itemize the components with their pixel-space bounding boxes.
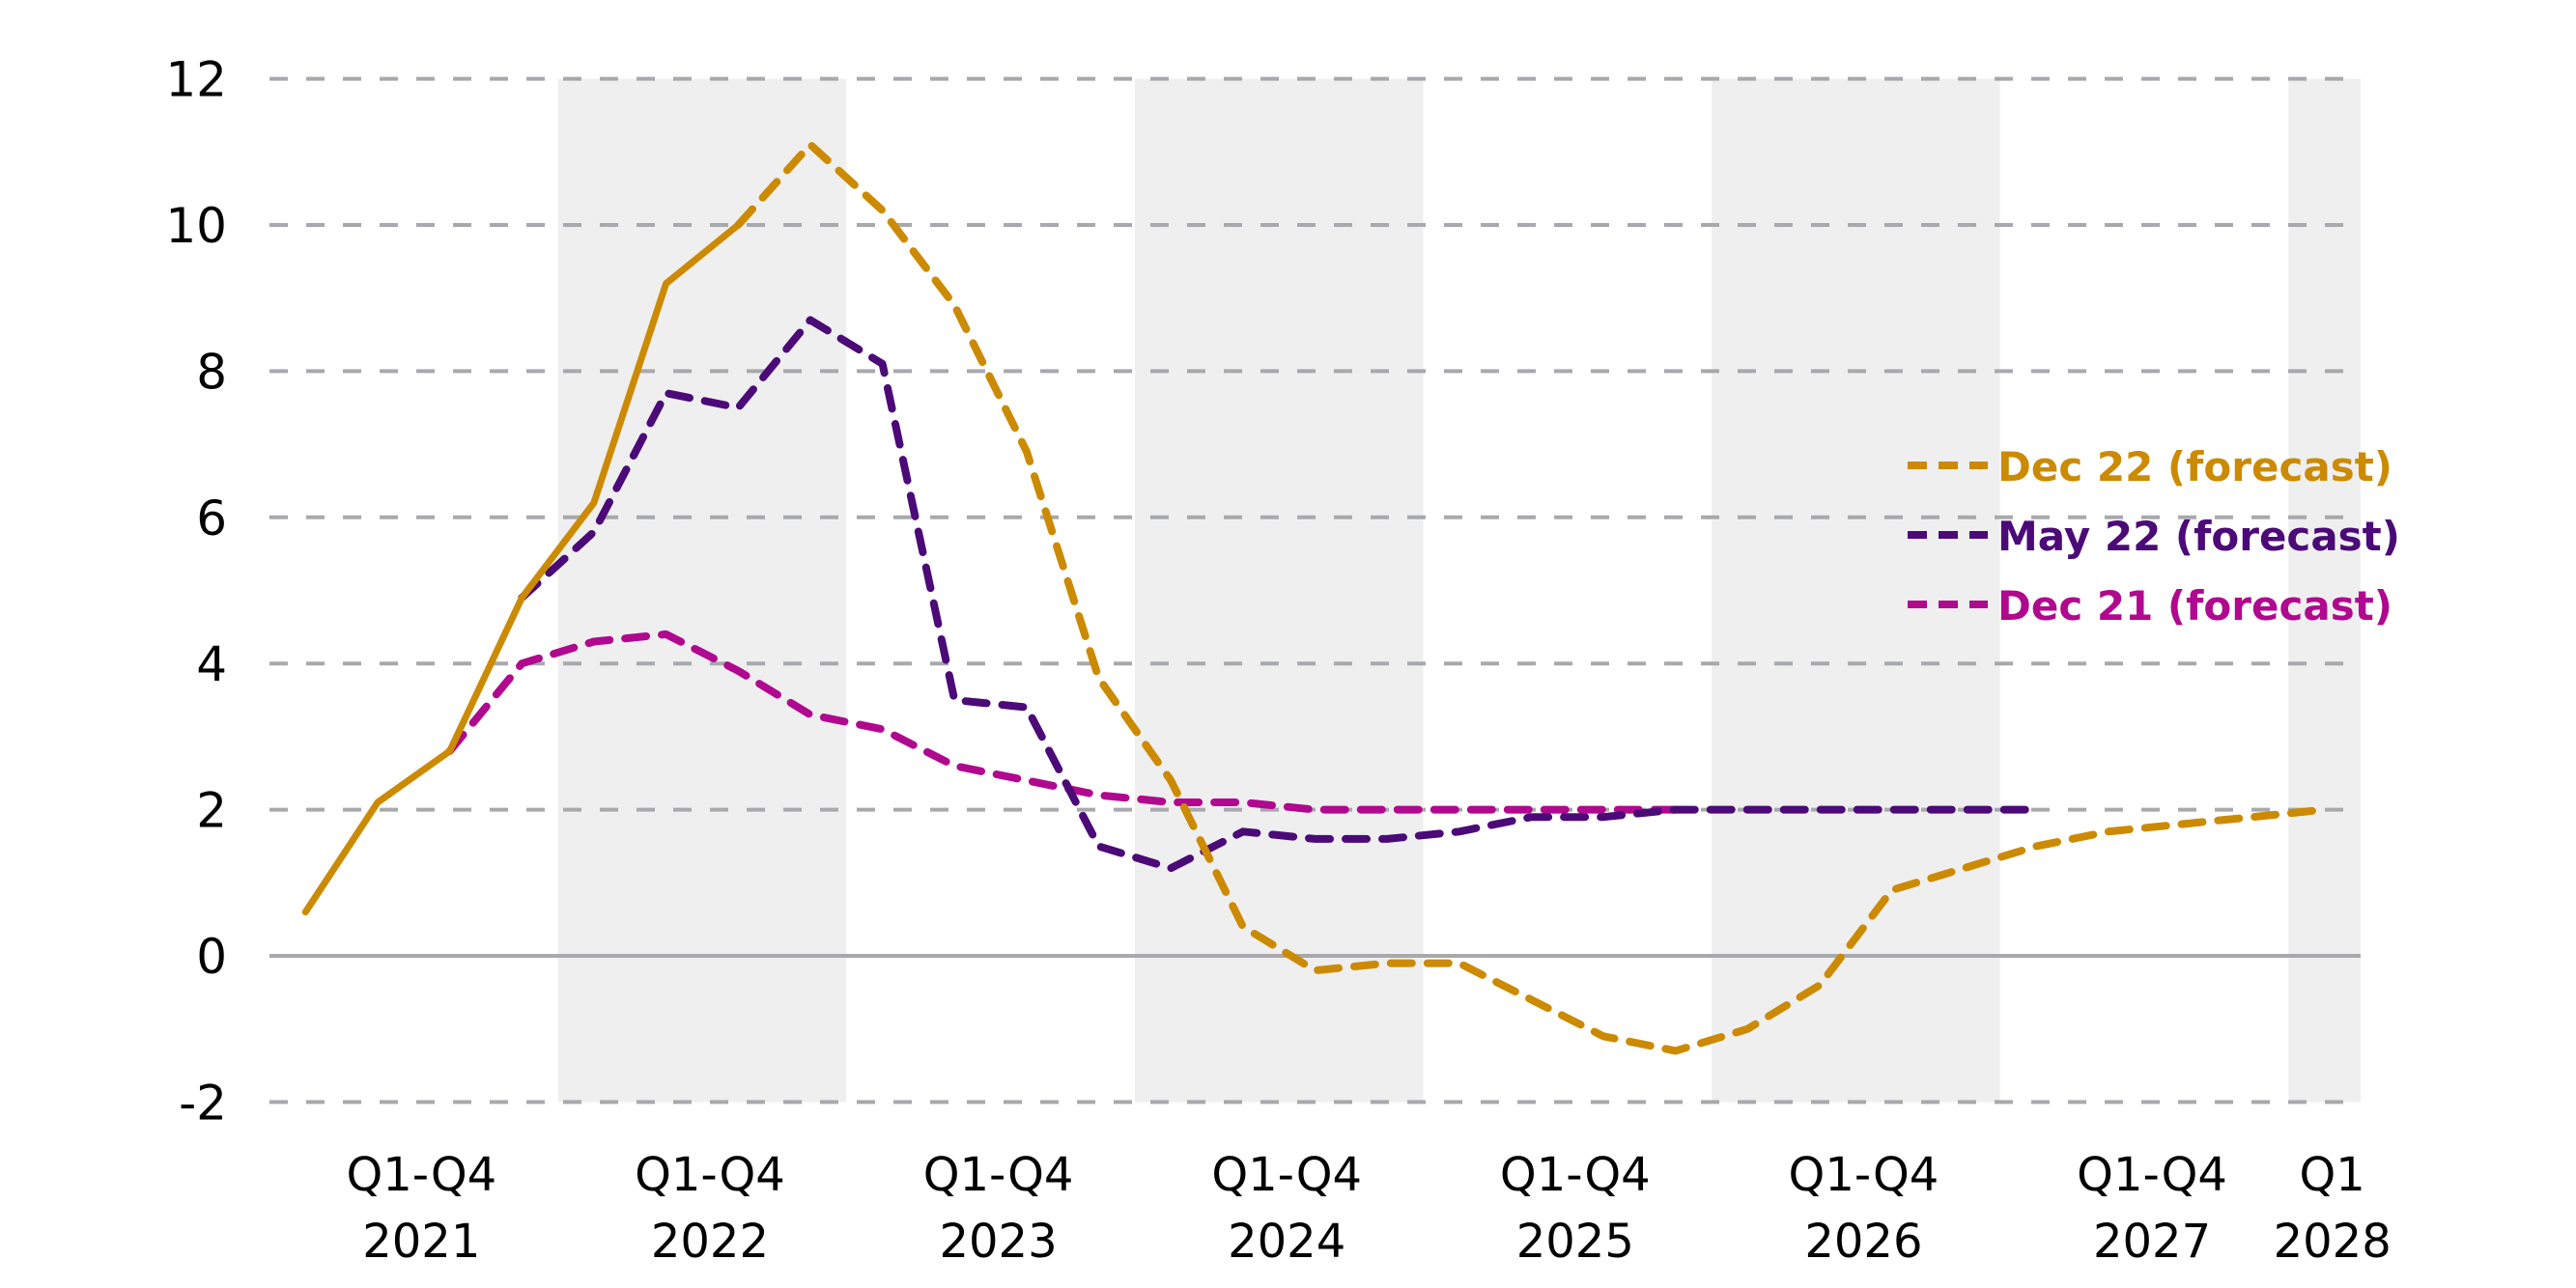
x-tick-label-quarters: Q1	[2300, 1148, 2365, 1202]
legend-label-dec21: Dec 21 (forecast)	[1997, 582, 2392, 630]
legend-item-dec22: Dec 22 (forecast)	[1908, 443, 2392, 490]
y-tick-label: 12	[165, 52, 227, 108]
x-tick-label-quarters: Q1-Q4	[1789, 1148, 1939, 1202]
x-axis-ticks: Q1-Q4 2021 Q1-Q4 2022 Q1-Q4 2023 Q1-Q4 2024 Q1-Q…	[346, 1148, 2391, 1269]
x-tick-label-year: 2026	[1804, 1215, 1922, 1269]
legend-label-may22: May 22 (forecast)	[1997, 513, 2400, 560]
x-tick-label-quarters: Q1-Q4	[2077, 1148, 2227, 1202]
legend: Dec 22 (forecast) May 22 (forecast) Dec …	[1908, 443, 2400, 630]
x-tick-label-year: 2024	[1228, 1215, 1345, 1269]
x-tick-label-quarters: Q1-Q4	[1500, 1148, 1651, 1202]
y-axis-ticks: 12 10 8 6 4 2 0 -2	[165, 52, 227, 1132]
shade-band-2026	[1712, 78, 2000, 1103]
gridlines	[269, 76, 2361, 1105]
y-tick-label: 2	[196, 783, 227, 839]
x-tick-label-quarters: Q1-Q4	[923, 1148, 1074, 1202]
x-tick-label-quarters: Q1-Q4	[1211, 1148, 1362, 1202]
x-tick-label-year: 2022	[651, 1215, 769, 1269]
x-tick-label-year: 2025	[1516, 1215, 1634, 1269]
series-dec-22-forecast	[734, 140, 2329, 1055]
shade-band-2024	[1134, 78, 1424, 1103]
x-tick-label-year: 2028	[2274, 1215, 2392, 1269]
y-tick-label: 0	[196, 929, 227, 985]
series-actual	[301, 221, 742, 916]
x-tick-label-quarters: Q1-Q4	[346, 1148, 496, 1202]
year-shading-bands	[557, 78, 2361, 1103]
x-tick-label-quarters: Q1-Q4	[635, 1148, 785, 1202]
legend-label-dec22: Dec 22 (forecast)	[1997, 443, 2392, 490]
y-tick-label: 8	[196, 344, 227, 400]
y-tick-label: -2	[179, 1075, 227, 1131]
shade-band-2028	[2288, 78, 2361, 1103]
y-tick-label: 6	[196, 490, 227, 546]
series-lines	[301, 140, 2329, 1055]
x-tick-label-year: 2021	[362, 1215, 480, 1269]
y-tick-label: 4	[196, 636, 227, 692]
x-tick-label-year: 2027	[2093, 1215, 2211, 1269]
legend-item-may22: May 22 (forecast)	[1908, 513, 2400, 560]
legend-item-dec21: Dec 21 (forecast)	[1908, 582, 2392, 630]
y-tick-label: 10	[165, 198, 227, 254]
series-dec-21-forecast	[445, 630, 1680, 814]
x-tick-label-year: 2023	[939, 1215, 1057, 1269]
series-may-22-forecast	[518, 316, 2041, 873]
shade-band-2022	[557, 78, 847, 1103]
